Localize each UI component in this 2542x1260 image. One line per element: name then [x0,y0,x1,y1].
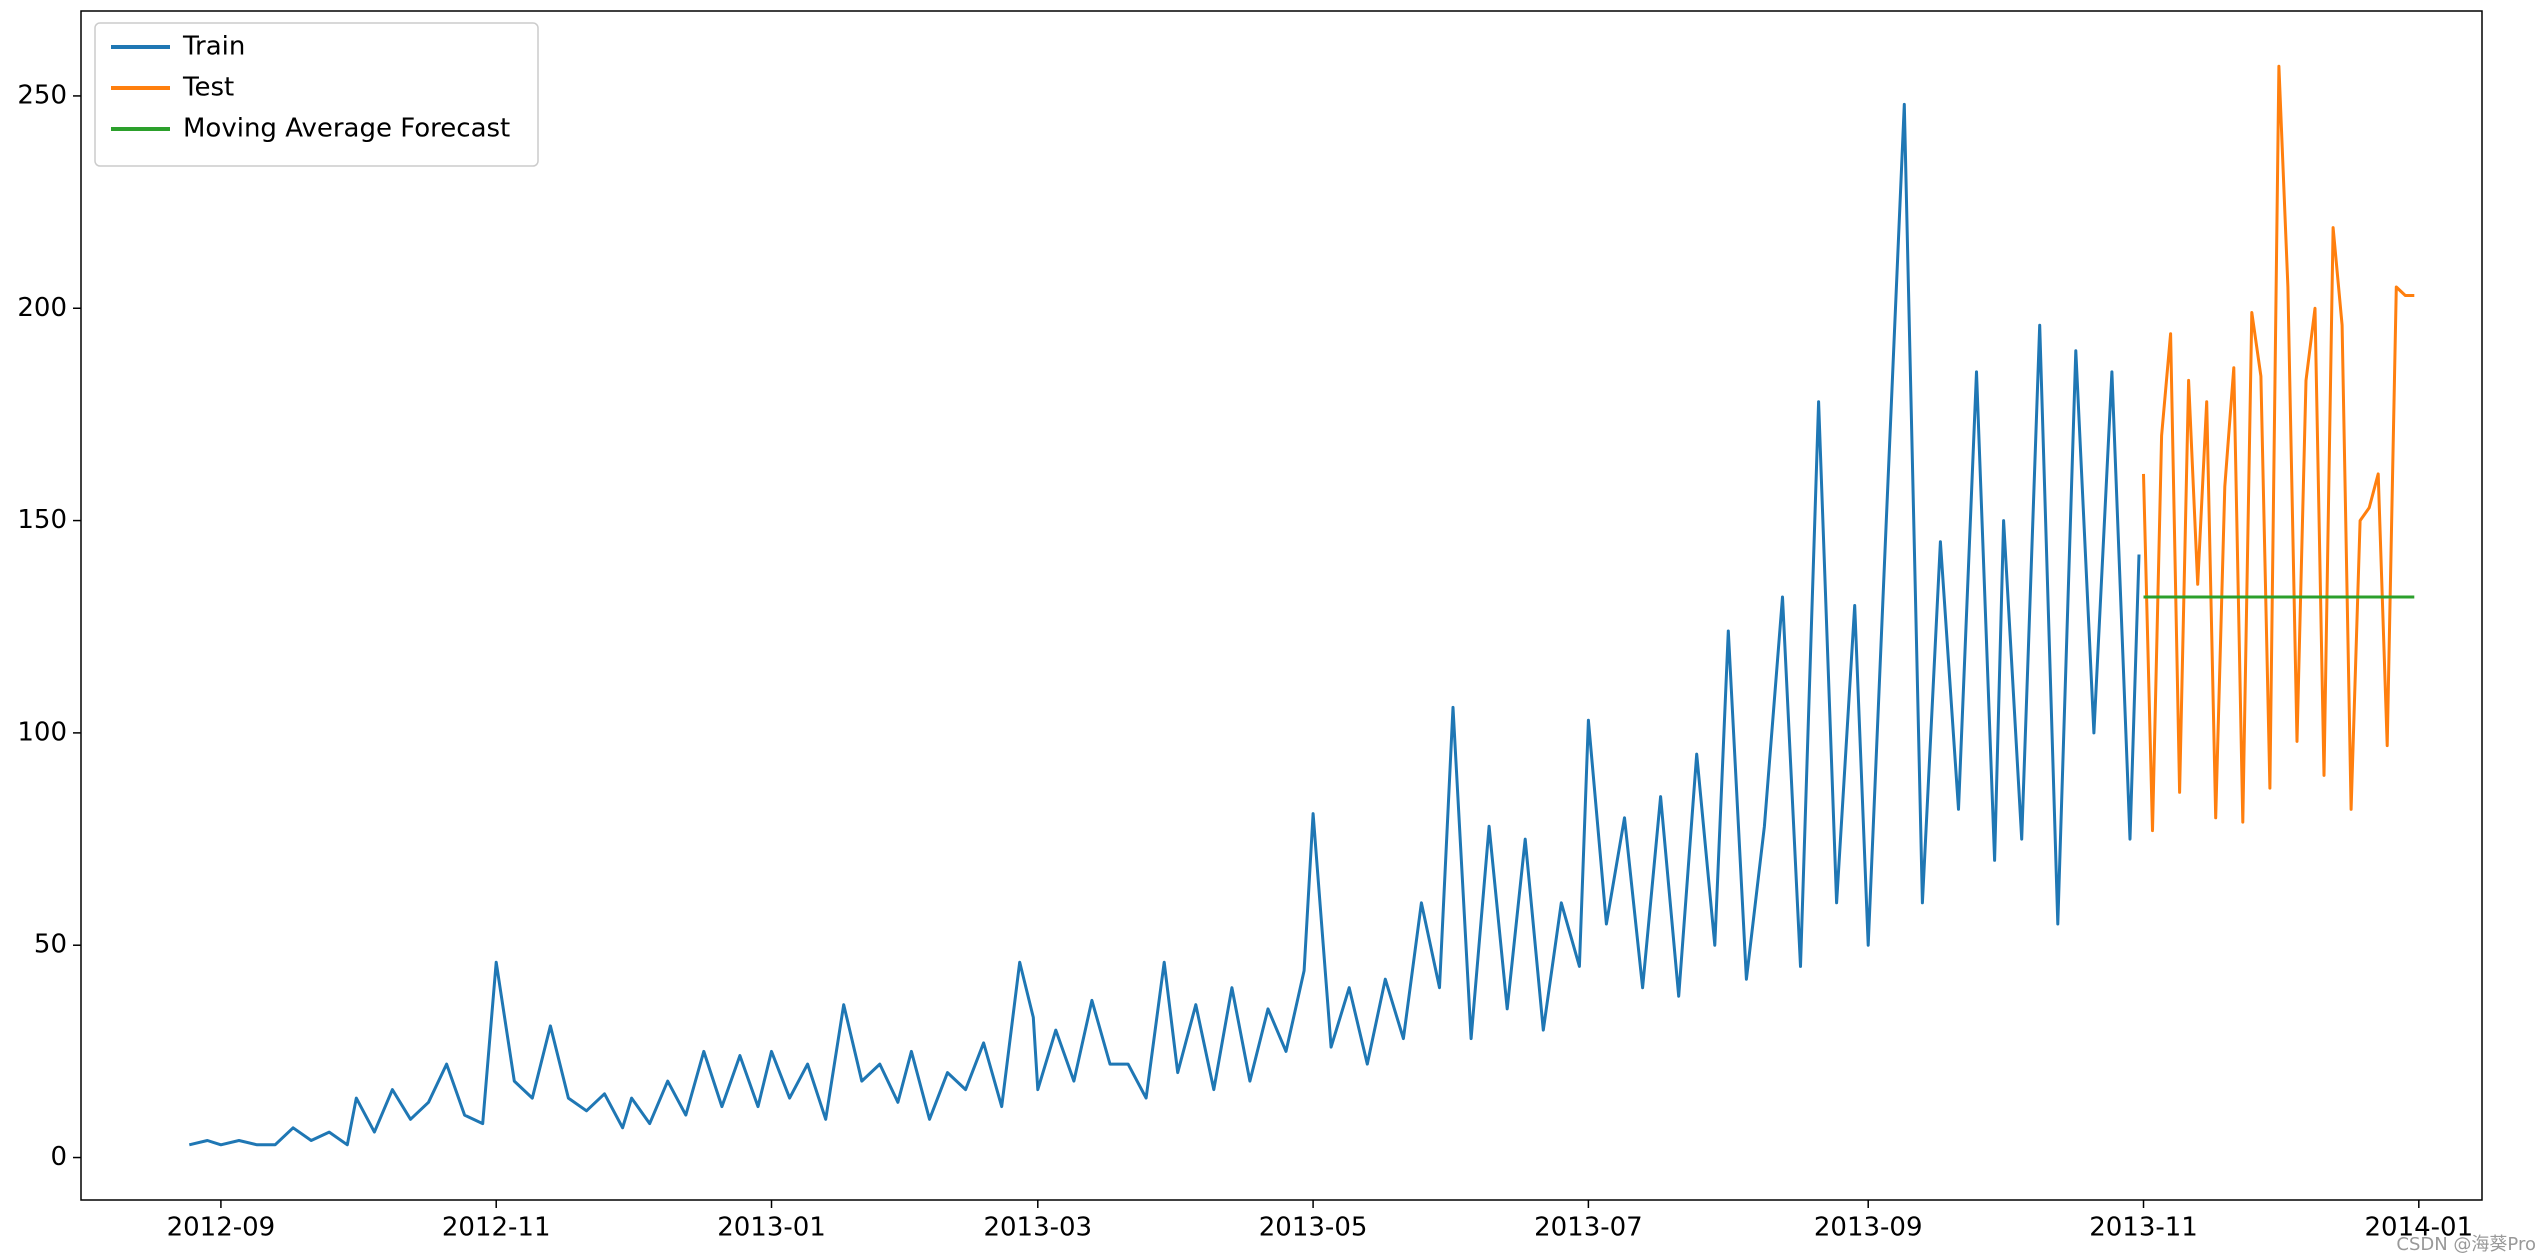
legend-label: Moving Average Forecast [183,114,510,144]
x-tick-label: 2014-01 [2364,1213,2473,1243]
x-tick-label: 2012-11 [442,1213,551,1243]
legend-label: Train [182,32,245,62]
y-tick-label: 250 [17,80,67,110]
y-tick-label: 100 [17,717,67,747]
x-tick-label: 2013-07 [1534,1213,1643,1243]
x-tick-label: 2013-01 [717,1213,826,1243]
legend: Train Test Moving Average Forecast [94,22,539,167]
legend-label: Test [182,73,234,103]
x-tick-label: 2013-03 [983,1213,1092,1243]
x-tick-label: 2013-05 [1259,1213,1368,1243]
y-tick-label: 0 [50,1142,67,1172]
x-tick-label: 2013-09 [1814,1213,1923,1243]
series-line [188,102,2141,1147]
plot-frame [80,10,2483,1201]
x-tick-label: 2012-09 [167,1213,276,1243]
series-line [2142,64,2415,833]
y-tick-label: 150 [17,505,67,535]
y-tick-label: 200 [17,293,67,323]
x-tick-label: 2013-11 [2089,1213,2198,1243]
watermark: CSDN @海葵Pro [2396,1234,2536,1255]
legend-box [94,22,539,167]
y-tick-label: 50 [34,930,67,960]
